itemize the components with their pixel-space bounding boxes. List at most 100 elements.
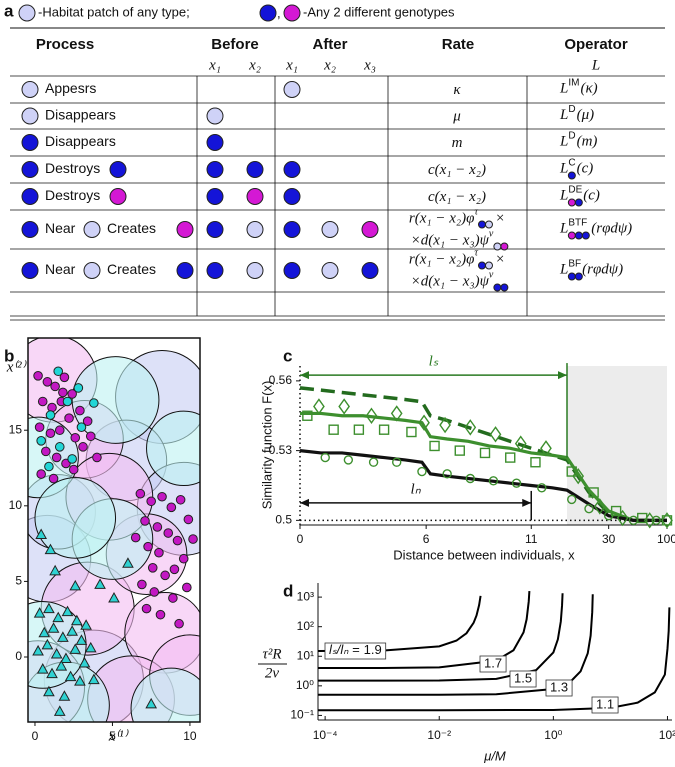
- rate-line-part: r(x₁ − x₂)φ: [409, 211, 475, 227]
- process-text: Creates: [107, 261, 156, 277]
- point: [58, 690, 71, 701]
- panel-label: b: [4, 346, 14, 365]
- marker: [390, 405, 403, 422]
- point: [166, 502, 177, 513]
- habitat-patch: [146, 410, 200, 487]
- marker: [442, 469, 452, 479]
- marker: [505, 452, 516, 463]
- operator-part: BTF: [568, 217, 587, 228]
- point: [175, 494, 186, 505]
- point: [67, 454, 77, 464]
- marker: [392, 457, 402, 467]
- genotype-icon: [206, 107, 224, 125]
- x-tick-label: 6: [423, 532, 430, 546]
- operator-part: L: [559, 107, 568, 123]
- habitat-patch: [71, 356, 160, 444]
- operator-part: (rφdψ): [591, 221, 632, 237]
- genotype-icon: [283, 4, 301, 22]
- operator: LDE(c): [559, 184, 600, 204]
- operator: LD(m): [559, 130, 597, 150]
- point: [67, 389, 77, 399]
- point: [33, 370, 43, 381]
- point: [36, 469, 46, 479]
- curve-label-part: lₛ/lₙ =: [329, 642, 360, 657]
- curve-label: 1.1: [596, 696, 614, 711]
- y-tick-label: 10¹: [297, 648, 314, 662]
- operator-part: L: [559, 81, 568, 97]
- marker: [603, 511, 614, 521]
- x-tick-label: 10²: [659, 728, 675, 742]
- marker: [566, 466, 577, 477]
- y-tick-label: 5: [15, 574, 22, 588]
- genotype-icon: [567, 231, 576, 240]
- genotype-icon: [574, 272, 583, 281]
- genotype-icon: [246, 188, 264, 205]
- x-tick-label: 5: [109, 729, 116, 743]
- point: [35, 528, 48, 540]
- curve: [318, 595, 482, 653]
- genotype-icon: [246, 262, 264, 279]
- point: [43, 602, 55, 614]
- genotype-icon: [477, 220, 486, 229]
- column-subheader: L: [591, 57, 600, 73]
- rate: c(x₁ − x₂): [428, 162, 486, 178]
- point: [163, 528, 174, 538]
- point: [188, 534, 198, 544]
- point: [51, 452, 62, 463]
- genotype-icon: [21, 161, 39, 178]
- rate-line-part: τ: [474, 207, 478, 218]
- point: [43, 685, 55, 697]
- operator: LC(c): [559, 157, 593, 177]
- point: [41, 446, 51, 457]
- x-tick-label: 100: [657, 532, 675, 546]
- point: [61, 605, 74, 617]
- genotype-icon: [321, 221, 339, 238]
- genotype-icon: [109, 188, 127, 205]
- rate-line-part: r(x₁ − x₂)φ: [409, 252, 475, 268]
- point: [55, 660, 68, 671]
- genotype-icon: [176, 221, 194, 238]
- genotype-icon: [484, 220, 493, 229]
- genotype-icon: [574, 198, 583, 207]
- curve: [318, 607, 671, 712]
- point: [146, 496, 156, 507]
- point: [183, 514, 194, 525]
- genotype-icon: [500, 242, 509, 251]
- point: [182, 582, 192, 593]
- point: [46, 667, 58, 679]
- point: [60, 652, 72, 664]
- point: [76, 422, 87, 432]
- x-tick-label: 0: [32, 729, 39, 743]
- arrowhead: [522, 498, 532, 507]
- process-text: Disappears: [45, 107, 116, 123]
- panel-label: d: [283, 581, 293, 600]
- marker: [328, 424, 339, 435]
- genotype-icon: [109, 161, 127, 178]
- column-subheader: x₂: [323, 57, 336, 73]
- rate-line-part: ×: [495, 211, 505, 227]
- curve-label: 1.5: [514, 670, 532, 685]
- point: [73, 383, 84, 393]
- operator-part: D: [568, 104, 575, 115]
- genotype-icon: [21, 188, 39, 205]
- rate-line: r(x₁ − x₂)φτ ×: [409, 248, 505, 268]
- marker: [464, 419, 477, 436]
- point: [59, 372, 70, 383]
- rate-line: ×d(x₁ − x₃)ψν: [411, 229, 494, 249]
- point: [89, 398, 99, 408]
- panel-label: c: [283, 346, 292, 365]
- genotype-icon: [567, 171, 576, 180]
- genotype-icon: [21, 221, 39, 238]
- rate-line-part: ν: [489, 229, 494, 240]
- genotype-icon: [567, 198, 576, 207]
- genotype-icon: [321, 262, 339, 279]
- operator-part: (c): [577, 161, 594, 177]
- operator-part: (rφdψ): [582, 262, 623, 278]
- rate-line-part: ν: [489, 270, 494, 281]
- column-header: Before: [211, 36, 259, 53]
- marker: [406, 426, 417, 438]
- operator-part: (κ): [580, 81, 597, 97]
- point: [32, 644, 44, 656]
- point: [36, 663, 49, 674]
- point: [38, 626, 51, 638]
